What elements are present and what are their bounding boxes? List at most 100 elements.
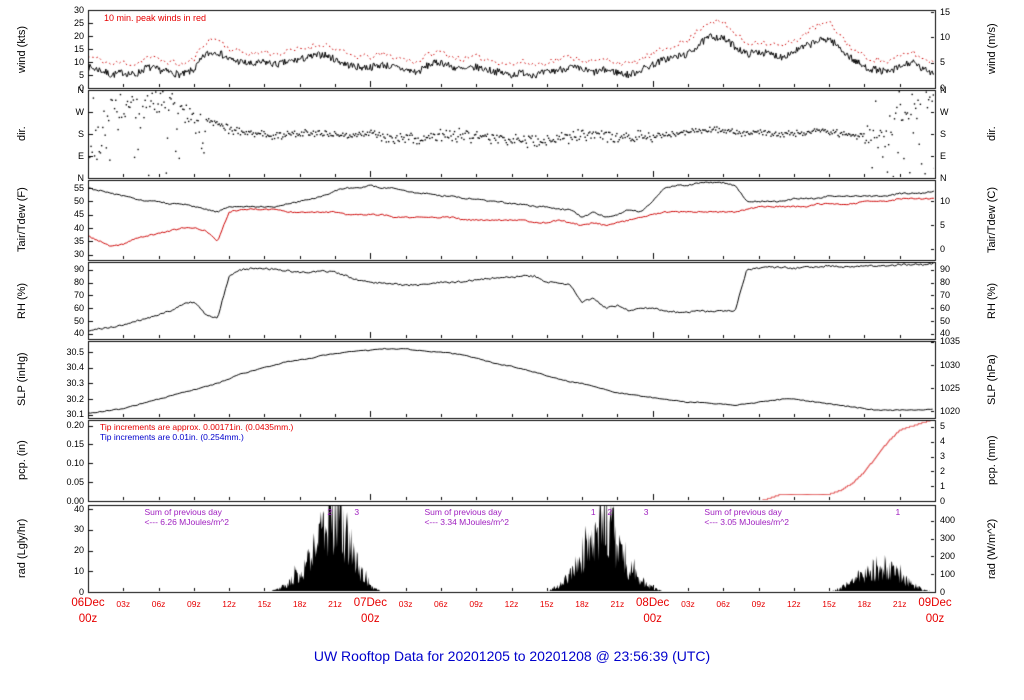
- x-axis-zulu-label: 00z: [361, 613, 380, 625]
- rad-sum-note: Sum of previous day: [704, 507, 782, 517]
- x-axis-hour-label: 06z: [716, 599, 731, 609]
- y-tick-label-right: 3: [940, 451, 946, 461]
- y-tick-label-left: 70: [73, 289, 84, 300]
- y-tick-label-left: 15: [73, 43, 84, 54]
- y-tick-label-left: 40: [73, 503, 84, 514]
- y-tick-label-right: 400: [940, 515, 956, 526]
- x-axis-hour-label: 06z: [434, 599, 448, 609]
- x-axis-zulu-label: 00z: [643, 613, 662, 625]
- y-tick-label-left: 30.5: [66, 346, 84, 357]
- wind-axis-label-left: wind (kts): [16, 25, 28, 73]
- x-axis-hour-label: 15z: [539, 599, 554, 609]
- x-axis-hour-label: 09z: [469, 599, 484, 609]
- y-tick-label-left: N: [77, 84, 85, 95]
- y-tick-label-right: 1030: [940, 359, 961, 370]
- x-axis-hour-label: 03z: [681, 599, 695, 609]
- rad-axis-label-left: rad (Lgly/hr): [16, 518, 28, 579]
- x-axis-hour-label: 18z: [575, 599, 589, 609]
- x-axis-hour-label: 18z: [857, 599, 872, 609]
- x-axis-hour-label: 12z: [222, 599, 237, 609]
- temp-axis-label-left: Tair/Tdew (F): [16, 187, 28, 253]
- chart-title: UW Rooftop Data for 20201205 to 20201208…: [313, 648, 711, 664]
- rad-sum-note: Sum of previous day: [424, 507, 502, 517]
- x-axis-hour-label: 12z: [786, 599, 801, 609]
- rad-axis-label-right: rad (W/m^2): [986, 518, 998, 579]
- y-tick-label-left: 30: [73, 4, 84, 15]
- wind-axis-label-right: wind (m/s): [986, 23, 998, 75]
- x-axis-hour-label: 12z: [504, 599, 519, 609]
- y-tick-label-left: 50: [73, 195, 84, 206]
- y-tick-label-right: W: [940, 106, 949, 117]
- rad-sum-value: <--- 6.26 MJoules/m^2: [144, 517, 229, 527]
- rh-axis-label-left: RH (%): [16, 282, 28, 319]
- y-tick-label-left: 20: [73, 30, 84, 41]
- y-tick-label-right: 5: [940, 421, 946, 432]
- y-tick-label-right: 0: [940, 495, 946, 506]
- y-tick-label-left: 0: [78, 586, 84, 597]
- rad-peak-mark: 2: [327, 507, 333, 517]
- x-axis-day-label: 07Dec: [353, 597, 387, 609]
- y-tick-label-right: 70: [940, 289, 951, 300]
- y-tick-label-right: 0: [940, 586, 946, 597]
- rad-sum-note: Sum of previous day: [144, 507, 222, 517]
- rad-sum-value: <--- 3.34 MJoules/m^2: [424, 517, 509, 527]
- y-tick-label-right: 1: [940, 480, 946, 491]
- y-tick-label-right: 5: [940, 57, 946, 68]
- x-axis-hour-label: 18z: [292, 599, 307, 609]
- y-tick-label-left: N: [77, 172, 85, 183]
- y-tick-label-right: 1025: [940, 382, 961, 393]
- y-tick-label-right: 300: [940, 533, 956, 544]
- y-tick-label-left: 30.3: [66, 377, 84, 388]
- rad-peak-mark: 3: [354, 507, 360, 517]
- y-tick-label-left: 25: [73, 17, 84, 28]
- wind-peak-note: 10 min. peak winds in red: [104, 13, 207, 23]
- slp-axis-label-right: SLP (hPa): [986, 354, 998, 405]
- y-tick-label-right: 200: [940, 550, 956, 561]
- y-tick-label-left: S: [77, 128, 84, 139]
- x-axis-day-label: 08Dec: [636, 597, 670, 609]
- rad-peak-mark: 3: [643, 507, 649, 517]
- y-tick-label-left: 30.1: [66, 409, 84, 420]
- rad-peak-mark: 1: [590, 507, 596, 517]
- y-tick-label-right: 0: [940, 243, 946, 254]
- y-tick-label-right: 100: [940, 568, 956, 579]
- x-axis-hour-label: 21z: [610, 599, 625, 609]
- rad-peak-mark: 2: [607, 507, 613, 517]
- y-tick-label-left: 35: [73, 235, 84, 246]
- slp-axis-label-left: SLP (inHg): [16, 352, 28, 407]
- y-tick-label-left: 45: [73, 209, 84, 220]
- pcp-axis-label-right: pcp. (mm): [986, 435, 998, 486]
- y-tick-label-left: 0.05: [66, 476, 84, 487]
- x-axis-zulu-label: 00z: [925, 613, 945, 625]
- x-axis-hour-label: 21z: [892, 599, 907, 609]
- y-tick-label-left: 0.20: [66, 420, 84, 431]
- x-axis-day-label: 09Dec: [918, 597, 952, 609]
- x-axis-hour-label: 03z: [398, 599, 413, 609]
- y-tick-label-right: 0: [940, 82, 946, 93]
- y-tick-label-left: 0.10: [66, 457, 84, 468]
- y-tick-label-left: 30: [73, 249, 84, 260]
- x-axis-hour-label: 21z: [328, 599, 342, 609]
- y-tick-label-right: 1035: [940, 336, 961, 347]
- y-tick-label-left: 50: [73, 315, 84, 326]
- y-tick-label-right: 2: [940, 465, 946, 476]
- dir-axis-label-left: dir.: [16, 126, 28, 142]
- y-tick-label-right: N: [940, 84, 947, 95]
- y-tick-label-right: 50: [940, 315, 951, 326]
- y-tick-label-left: 90: [73, 264, 84, 275]
- x-axis-hour-label: 15z: [822, 599, 836, 609]
- y-tick-label-left: 0: [78, 82, 84, 93]
- x-axis-day-label: 06Dec: [71, 597, 105, 609]
- x-axis-hour-label: 03z: [116, 599, 131, 609]
- y-tick-label-left: 30.4: [66, 362, 84, 373]
- y-tick-label-right: 1020: [940, 405, 961, 416]
- y-tick-label-left: W: [75, 106, 85, 117]
- x-axis-hour-label: 09z: [751, 599, 766, 609]
- y-tick-label-right: 80: [940, 277, 951, 288]
- y-tick-label-right: 10: [940, 195, 951, 206]
- y-tick-label-left: 10: [73, 565, 84, 576]
- rad-peak-mark: 1: [895, 507, 901, 517]
- y-tick-label-right: 10: [940, 31, 951, 42]
